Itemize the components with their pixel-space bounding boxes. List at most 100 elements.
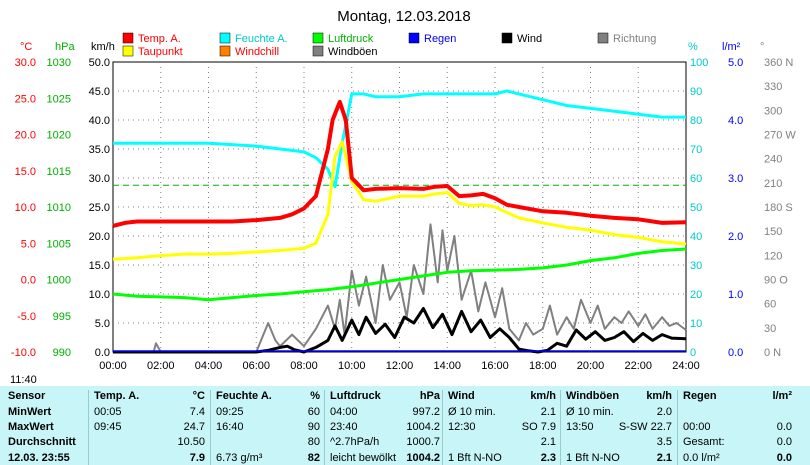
- legend-label: Feuchte A.: [235, 33, 288, 45]
- stat-value: 3.5: [656, 436, 672, 448]
- column-separator: [324, 390, 325, 465]
- column-header: Windböen: [566, 390, 620, 402]
- x-tick-label: 20:00: [577, 360, 605, 372]
- wind-tick-label: 45.0: [89, 86, 110, 98]
- stat-label: Ø 10 min.: [566, 406, 614, 418]
- stat-label: 6.73 g/m³: [216, 452, 263, 464]
- stat-label: 16:40: [216, 421, 244, 433]
- legend-swatch: [501, 32, 513, 44]
- series-wind: [113, 307, 687, 354]
- temp-tick-label: 20.0: [15, 130, 36, 142]
- statistics-table: Sensor MinWert MaxWert Durchschnitt 12.03. 2…: [0, 386, 810, 465]
- temp-tick-label: 5.0: [21, 238, 36, 250]
- temp-tick-label: 0.0: [21, 275, 36, 287]
- rain-tick-label: 3.0: [728, 173, 743, 185]
- stat-value: 82: [307, 452, 320, 464]
- x-tick-label: 14:00: [433, 360, 461, 372]
- rain-tick-label: 1.0: [728, 289, 743, 301]
- series-luftdruck: [112, 247, 687, 302]
- direction-tick-label: 360 N: [764, 57, 793, 69]
- stat-value: 60: [307, 406, 320, 418]
- pressure-tick-label: 1010: [47, 202, 71, 214]
- wind-tick-label: 5.0: [95, 318, 110, 330]
- stat-value: S-SW 22.7: [618, 421, 672, 433]
- direction-tick-label: 150: [764, 226, 782, 238]
- legend-label: Luftdruck: [328, 33, 374, 45]
- series-temp-a: [112, 99, 687, 228]
- direction-tick-label: 0 N: [764, 347, 781, 359]
- series-windb-en: [113, 223, 687, 353]
- column-separator: [442, 390, 443, 465]
- column-separator: [677, 390, 678, 465]
- direction-axis-unit: °: [760, 41, 764, 53]
- temp-axis-unit: °C: [20, 41, 32, 53]
- column-separator: [560, 390, 561, 465]
- stat-value: SO 7.9: [521, 421, 556, 433]
- wind-axis-unit: km/h: [91, 41, 115, 53]
- pressure-tick-label: 995: [53, 311, 71, 323]
- direction-tick-label: 300: [764, 105, 782, 117]
- x-tick-label: 10:00: [338, 360, 366, 372]
- direction-tick-label: 30: [764, 323, 776, 335]
- stat-value: 1004.2: [406, 452, 440, 464]
- pressure-tick-label: 1000: [47, 275, 71, 287]
- pressure-tick-label: 1020: [47, 130, 71, 142]
- legend-label: Windchill: [235, 46, 279, 58]
- stat-value: 0.0: [776, 452, 792, 464]
- pressure-axis-unit: hPa: [55, 41, 75, 53]
- legend-swatch: [219, 32, 231, 44]
- stat-label: 00:00: [683, 421, 711, 433]
- temp-tick-label: 30.0: [15, 57, 36, 69]
- temp-tick-label: 15.0: [15, 166, 36, 178]
- wind-tick-label: 40.0: [89, 115, 110, 127]
- wind-tick-label: 15.0: [89, 260, 110, 272]
- legend-label: Regen: [424, 33, 456, 45]
- stat-label: 1 Bft N-NO: [566, 452, 620, 464]
- rain-tick-label: 4.0: [728, 115, 743, 127]
- column-unit: °C: [192, 390, 205, 402]
- stat-value: 0.0: [776, 421, 792, 433]
- legend: Temp. A.Taupunkt Feuchte A.Windchill Luftd…: [122, 32, 656, 58]
- rain-tick-label: 0.0: [728, 347, 743, 359]
- stat-value: 0.0: [776, 436, 792, 448]
- x-tick-label: 02:00: [147, 360, 175, 372]
- stat-label: ^2.7hPa/h: [330, 436, 380, 448]
- direction-tick-label: 210: [764, 178, 782, 190]
- humidity-tick-label: 0: [690, 347, 696, 359]
- humidity-tick-label: 30: [690, 260, 702, 272]
- wind-tick-label: 25.0: [89, 202, 110, 214]
- humidity-tick-label: 60: [690, 173, 702, 185]
- humidity-tick-label: 50: [690, 202, 702, 214]
- direction-tick-label: 330: [764, 81, 782, 93]
- row-label: Durchschnitt: [8, 436, 76, 448]
- column-unit: km/h: [530, 390, 556, 402]
- direction-tick-label: 90 O: [764, 275, 788, 287]
- temp-tick-label: -5.0: [17, 311, 36, 323]
- column-header: Wind: [448, 390, 475, 402]
- series-feuchte-a: [113, 89, 686, 189]
- column-unit: %: [310, 390, 320, 402]
- series-layer: [112, 89, 687, 354]
- stat-value: 7.9: [189, 452, 205, 464]
- humidity-tick-label: 100: [690, 57, 708, 69]
- stat-label: Gesamt:: [683, 436, 725, 448]
- x-tick-label: 22:00: [624, 360, 652, 372]
- chart-title: Montag, 12.03.2018: [337, 8, 470, 25]
- column-separator: [210, 390, 211, 465]
- wind-tick-label: 50.0: [89, 57, 110, 69]
- column-unit: km/h: [646, 390, 672, 402]
- wind-tick-label: 30.0: [89, 173, 110, 185]
- weather-chart: 30.025.020.015.010.05.00.0-5.0-10.010301…: [11, 8, 796, 372]
- stat-value: 10.50: [177, 436, 205, 448]
- stat-value: 997.2: [412, 406, 440, 418]
- x-tick-label: 00:00: [99, 360, 127, 372]
- grid: [112, 61, 687, 353]
- stat-label: 23:40: [330, 421, 358, 433]
- legend-label: Richtung: [613, 33, 656, 45]
- axis-layer: 30.025.020.015.010.05.00.0-5.0-10.010301…: [11, 41, 796, 372]
- wind-tick-label: 35.0: [89, 144, 110, 156]
- wind-tick-label: 20.0: [89, 231, 110, 243]
- stat-label: 04:00: [330, 406, 358, 418]
- humidity-tick-label: 80: [690, 115, 702, 127]
- pressure-tick-label: 1030: [47, 57, 71, 69]
